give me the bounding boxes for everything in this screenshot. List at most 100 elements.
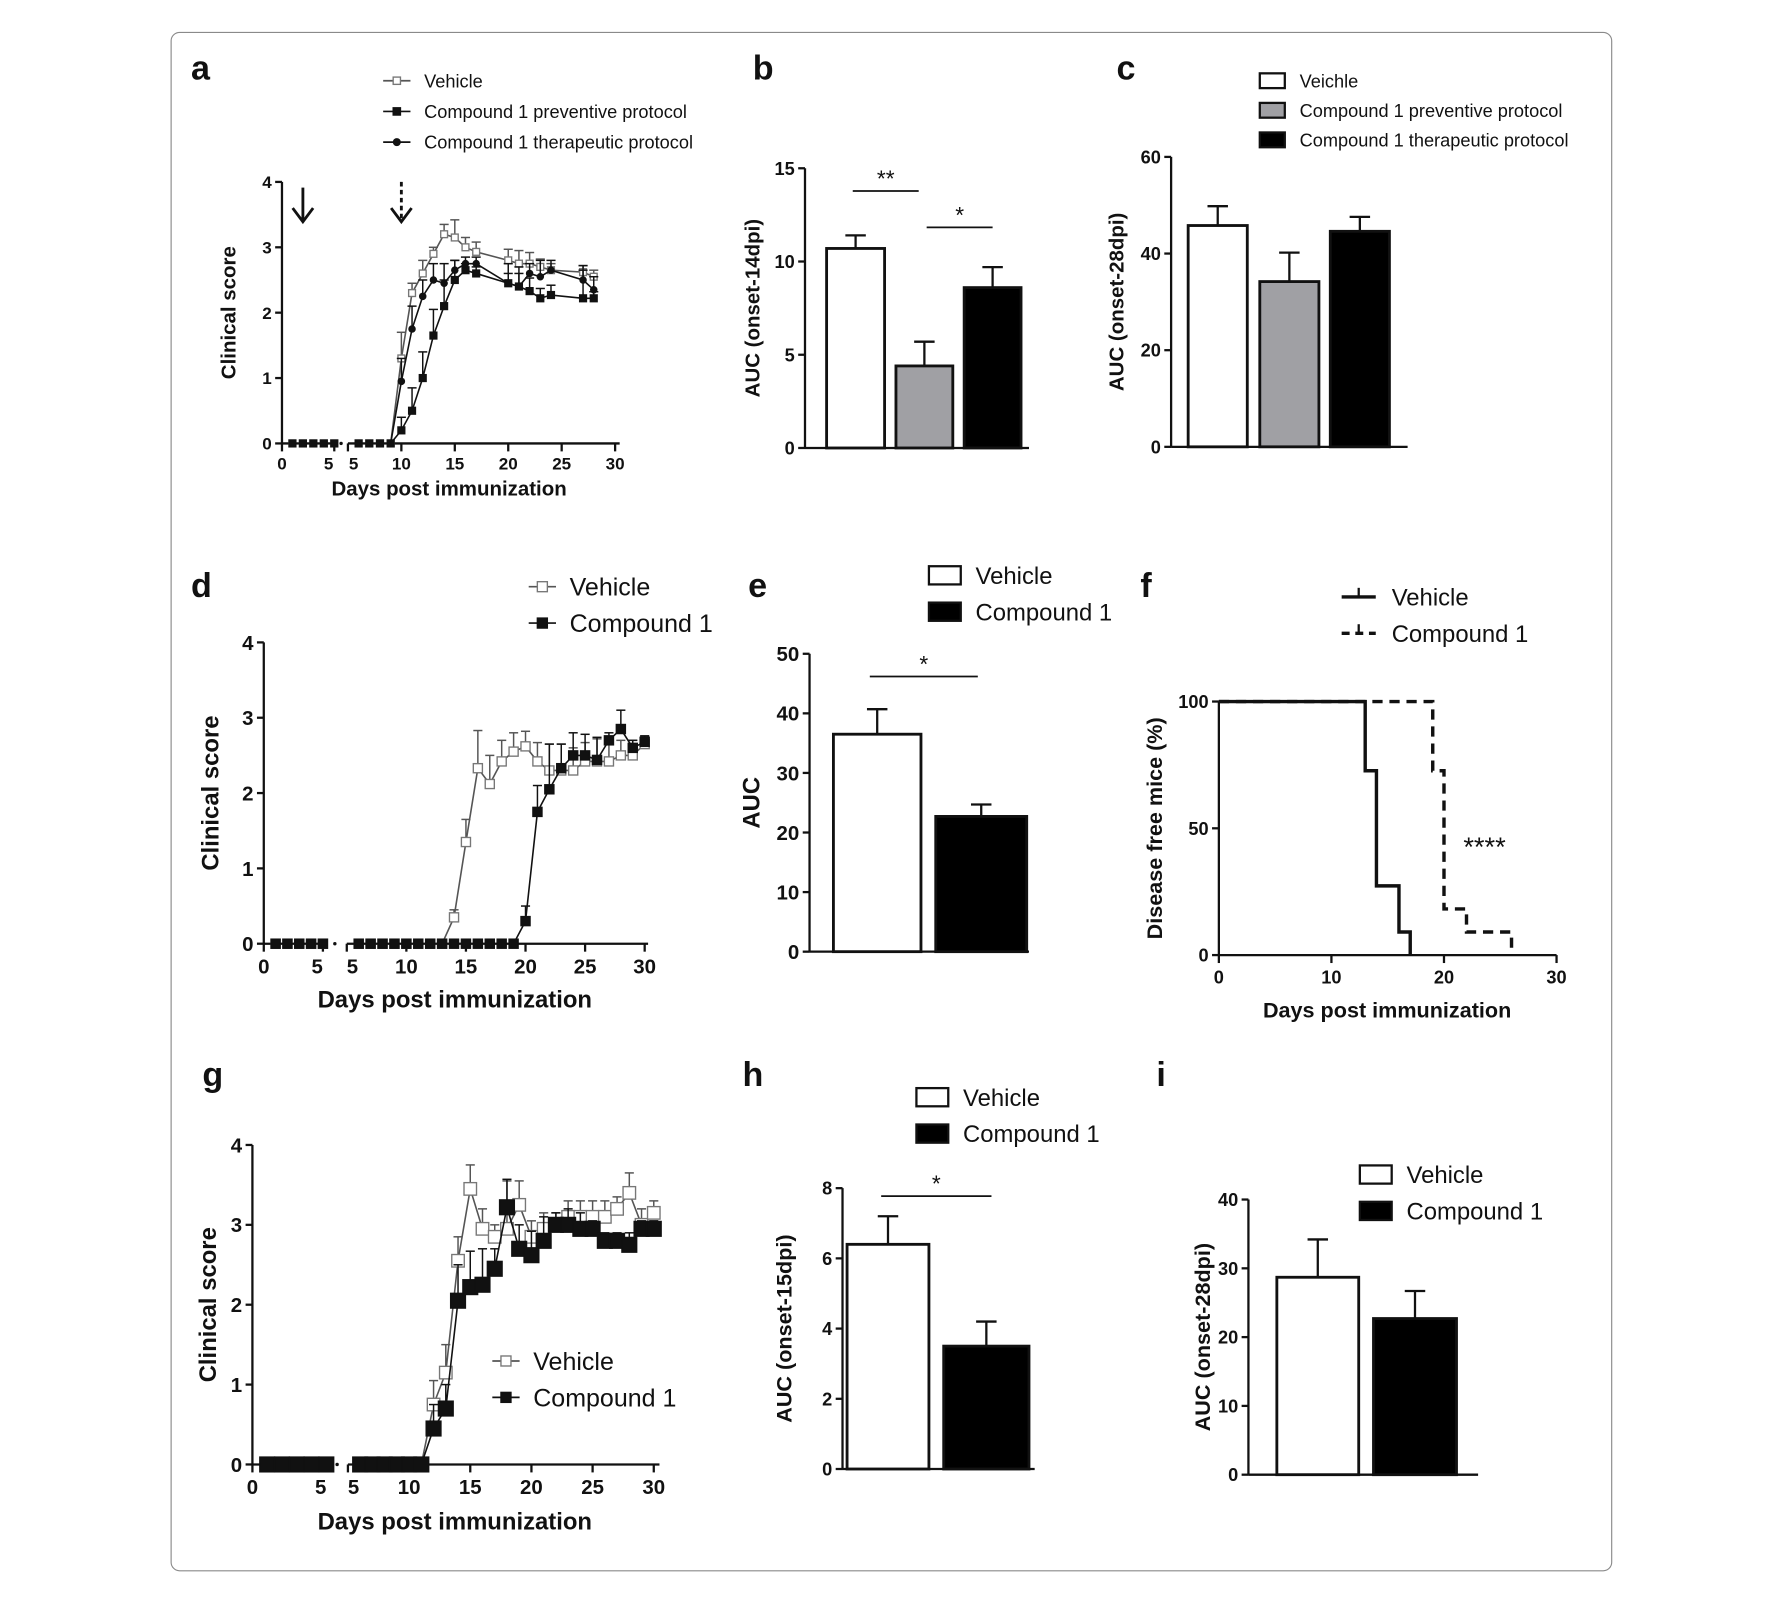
data-point: [303, 1456, 320, 1473]
significance-label: *: [919, 651, 928, 677]
data-point: [259, 1456, 276, 1473]
legend-label: Compound 1 therapeutic protocol: [424, 133, 693, 153]
data-point: [392, 138, 401, 147]
y-tick-label: 20: [777, 822, 800, 845]
data-point: [589, 294, 598, 303]
bar: [962, 286, 1023, 450]
bar: [1328, 229, 1391, 449]
bar: [1258, 280, 1321, 449]
data-point: [536, 617, 549, 629]
data-point: [440, 230, 449, 239]
data-point: [273, 1456, 291, 1473]
legend-label: Compound 1 therapeutic protocol: [1300, 130, 1569, 150]
bar: [845, 1242, 931, 1471]
y-axis-label: Clinical score: [195, 1227, 222, 1382]
significance-label: ****: [1463, 831, 1506, 862]
data-point: [472, 259, 480, 268]
y-tick-label: 60: [1141, 147, 1161, 167]
y-tick-label: 2: [231, 1294, 242, 1317]
x-tick-label: 25: [581, 1476, 604, 1499]
data-point: [401, 938, 412, 949]
data-point: [386, 439, 395, 448]
data-point: [535, 1232, 552, 1249]
y-tick-label: 30: [777, 762, 800, 785]
data-point: [408, 325, 416, 333]
y-tick-label: 10: [775, 252, 795, 272]
data-point: [317, 938, 329, 949]
legend-label: Compound 1 preventive protocol: [424, 102, 687, 122]
y-tick-label: 15: [775, 159, 795, 179]
y-tick-label: 20: [1141, 341, 1161, 361]
data-point: [487, 1229, 502, 1244]
panel-letter: f: [1140, 567, 1152, 605]
data-point: [584, 1220, 601, 1237]
data-point: [603, 756, 615, 767]
x-tick-label: 20: [1434, 968, 1454, 988]
data-point: [418, 292, 427, 301]
x-tick-label: 15: [455, 955, 478, 978]
data-point: [463, 1181, 478, 1196]
data-point: [484, 778, 496, 790]
data-point: [418, 373, 427, 383]
data-point: [460, 836, 472, 848]
x-axis-label: Days post immunization: [331, 478, 566, 501]
x-tick-label: 20: [499, 455, 518, 474]
x-tick-label: 5: [324, 455, 333, 474]
x-tick-label: 5: [349, 455, 358, 474]
bar: [942, 1344, 1031, 1471]
data-point: [472, 247, 481, 256]
legend-swatch: [1358, 1200, 1393, 1222]
series-0: [260, 1164, 661, 1472]
y-tick-label: 0: [788, 941, 799, 964]
data-point: [392, 76, 402, 86]
data-point: [429, 331, 438, 340]
y-tick-label: 6: [822, 1249, 832, 1269]
significance-label: *: [955, 202, 964, 228]
x-tick-label: 10: [1321, 968, 1341, 988]
y-tick-label: 0: [1199, 946, 1209, 966]
data-point: [622, 1185, 637, 1200]
data-point: [424, 938, 436, 949]
panel-d: d 0 1 2 3 4 Clinical score 0 5 5 10 15 20 25 30 Days po…: [191, 567, 713, 1013]
axis-break-mark: [335, 1462, 339, 1467]
data-point: [627, 742, 638, 754]
data-point: [498, 1199, 516, 1216]
y-tick-label: 40: [777, 703, 800, 726]
data-point: [515, 282, 523, 291]
y-tick-label: 3: [231, 1214, 242, 1237]
y-tick-label: 8: [822, 1179, 832, 1199]
data-point: [450, 233, 459, 242]
data-point: [504, 279, 512, 288]
data-point: [475, 1221, 490, 1236]
y-tick-label: 4: [822, 1319, 833, 1339]
x-tick-label: 25: [552, 455, 571, 474]
data-point: [508, 938, 519, 949]
axis-break-mark: [339, 441, 343, 446]
data-point: [299, 439, 307, 448]
bar: [934, 815, 1029, 954]
data-point: [504, 256, 513, 265]
data-point: [407, 406, 417, 415]
y-tick-label: 2: [822, 1389, 832, 1409]
y-axis-label: AUC (onset-28dpi): [1105, 213, 1128, 391]
data-point: [496, 938, 507, 949]
panel-letter: g: [202, 1056, 223, 1094]
y-tick-label: 100: [1178, 692, 1208, 712]
y-tick-label: 0: [1228, 1465, 1238, 1485]
data-point: [440, 279, 448, 288]
bar: [825, 247, 887, 450]
data-point: [520, 741, 531, 752]
x-tick-label: 5: [347, 955, 358, 978]
data-point: [591, 754, 603, 766]
series-2: [288, 256, 599, 448]
y-tick-label: 2: [262, 304, 271, 323]
data-point: [556, 762, 567, 774]
y-tick-label: 40: [1141, 244, 1161, 264]
data-point: [449, 1292, 467, 1309]
x-axis-label: Days post immunization: [1263, 998, 1511, 1023]
x-tick-label: 20: [514, 955, 537, 978]
y-tick-label: 2: [242, 782, 253, 805]
data-point: [525, 269, 534, 278]
